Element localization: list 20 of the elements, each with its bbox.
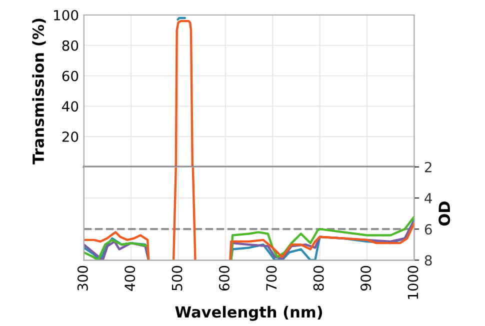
x-tick-label: 300 (77, 266, 88, 290)
y2-tick-label: 6 (424, 224, 432, 235)
x-tick-label: 700 (266, 266, 277, 290)
x-tick-label: 900 (360, 266, 372, 291)
x-axis-title: Wavelength (nm) (175, 306, 322, 321)
x-tick-label: 600 (218, 266, 230, 291)
y2-tick-label: 2 (424, 162, 432, 172)
y-tick-label: 20 (62, 131, 78, 142)
y-tick-label: 80 (62, 40, 78, 51)
y-axis-title: Transmission (%) (32, 18, 46, 164)
y-tick-label: 40 (62, 101, 78, 112)
x-tick-label: 800 (313, 266, 324, 291)
y2-tick-label: 4 (424, 193, 432, 204)
x-tick-label: 400 (124, 266, 136, 291)
y2-axis-title: OD (438, 201, 450, 226)
x-tick-label: 1000 (408, 266, 418, 299)
y2-tick-label: 8 (424, 255, 432, 266)
y-tick-label: 100 (54, 10, 78, 20)
x-tick-label: 500 (172, 266, 182, 290)
y-tick-label: 60 (62, 70, 78, 82)
